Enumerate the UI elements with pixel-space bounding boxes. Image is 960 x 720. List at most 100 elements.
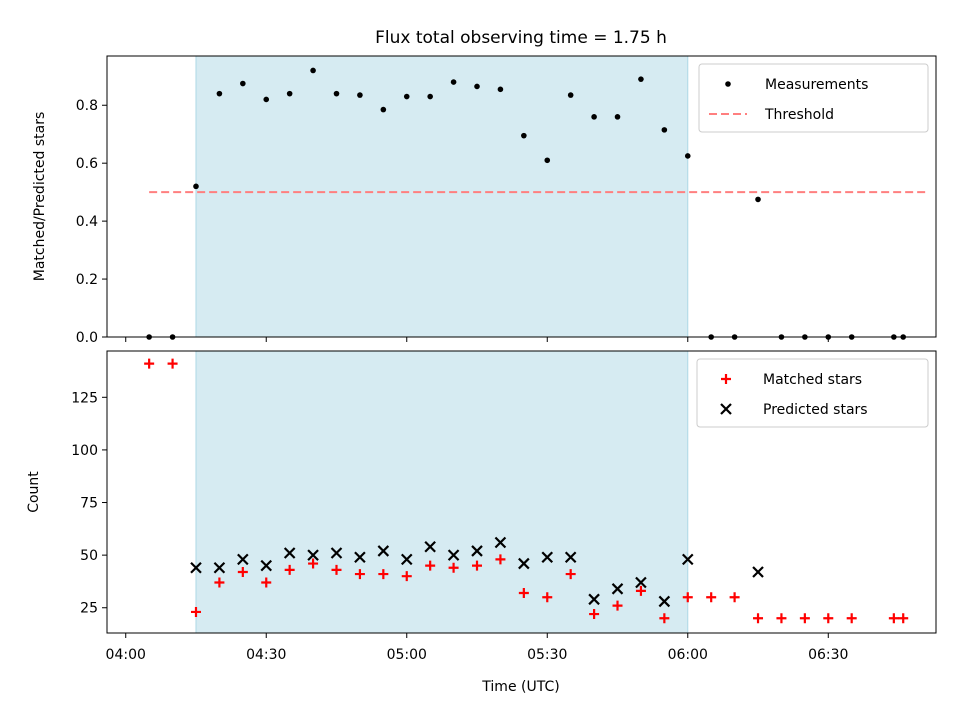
- predicted-star-point: [541, 551, 554, 564]
- measurement-point: [357, 92, 363, 98]
- measurement-point: [638, 76, 644, 82]
- matched-star-point: [565, 569, 576, 580]
- measurement-point: [755, 196, 761, 203]
- matched-star-point: [542, 592, 553, 603]
- y-tick-label: 75: [80, 496, 98, 512]
- predicted-star-point: [377, 545, 390, 557]
- predicted-star-point: [283, 547, 296, 559]
- legend-label: Predicted stars: [763, 402, 868, 418]
- predicted-star-point: [330, 547, 343, 559]
- chart-title: Flux total observing time = 1.75 h: [375, 28, 667, 48]
- x-tick-label: 04:30: [246, 647, 286, 663]
- matched-star-point: [167, 358, 178, 369]
- matched-star-point: [589, 609, 600, 620]
- matched-star-point: [799, 613, 810, 624]
- matched-star-point: [776, 613, 787, 624]
- matched-star-point: [331, 564, 342, 575]
- predicted-star-point: [611, 583, 624, 595]
- measurement-point: [380, 106, 387, 113]
- y-axis-label: Matched/Predicted stars: [32, 112, 48, 282]
- y-tick-label: 125: [71, 390, 98, 406]
- y-tick-label: 0.2: [76, 272, 98, 288]
- matched-star-point: [378, 569, 389, 580]
- measurement-point: [216, 90, 223, 97]
- matched-star-point: [261, 577, 272, 588]
- predicted-star-point: [237, 553, 249, 566]
- matched-star-point: [635, 585, 646, 596]
- measurement-point: [684, 153, 691, 159]
- predicted-star-point: [471, 545, 483, 557]
- matched-star-point: [706, 592, 717, 603]
- legend-box: [698, 63, 929, 133]
- measurement-point: [661, 127, 668, 133]
- measurement-point: [286, 90, 293, 97]
- predicted-star-point: [213, 561, 226, 574]
- matched-star-point: [846, 613, 857, 624]
- matched-star-point: [308, 558, 319, 569]
- series-matched-stars: [144, 358, 909, 624]
- predicted-star-point: [752, 566, 764, 578]
- observing-window-shade: [195, 55, 689, 338]
- y-tick-label: 50: [80, 548, 98, 564]
- axes-frame: [106, 350, 937, 634]
- measurement-point: [193, 183, 199, 190]
- measurement-point: [521, 132, 527, 139]
- legend-dot-swatch: [725, 81, 731, 87]
- predicted-star-point: [307, 549, 319, 561]
- measurement-point: [427, 93, 433, 100]
- matched-star-point: [284, 564, 295, 575]
- matched-star-point: [659, 613, 670, 624]
- x-tick-label: 06:30: [808, 647, 848, 663]
- matched-star-point: [753, 613, 764, 624]
- matched-star-point: [237, 566, 248, 577]
- count-panel: 25 50 75 100 125 04:00 04:30 05:00 05:30 06:00 06:…: [26, 350, 937, 663]
- matched-star-point: [898, 613, 909, 624]
- x-tick-label: 05:00: [387, 647, 427, 663]
- y-tick-label: 25: [80, 601, 98, 617]
- measurement-point: [497, 86, 504, 93]
- predicted-star-point: [424, 540, 436, 553]
- measurement-point: [591, 114, 597, 120]
- matched-star-point: [823, 613, 834, 624]
- measurement-point: [310, 67, 316, 74]
- measurement-point: [614, 114, 621, 120]
- matched-star-point: [425, 560, 436, 571]
- measurement-point: [544, 157, 551, 164]
- measurement-point: [333, 90, 340, 97]
- predicted-star-point: [400, 553, 413, 566]
- legend-box: [696, 358, 929, 428]
- legend-plus-swatch: [721, 374, 731, 384]
- axes-frame: [106, 55, 937, 338]
- predicted-star-point: [494, 536, 507, 549]
- measurement-point: [403, 93, 410, 100]
- matched-star-point: [354, 569, 365, 580]
- measurement-point: [263, 96, 270, 103]
- matched-star-point: [401, 571, 412, 582]
- y-tick-label: 0.8: [76, 98, 98, 114]
- observing-window-shade: [195, 350, 689, 634]
- legend: Matched stars Predicted stars: [696, 358, 929, 428]
- predicted-star-point: [588, 593, 600, 606]
- matched-star-point: [612, 600, 623, 611]
- matched-star-point: [495, 554, 506, 565]
- y-tick-label: 0.6: [76, 156, 98, 172]
- predicted-star-point: [635, 576, 647, 589]
- measurement-point: [450, 79, 457, 85]
- legend-x-swatch: [720, 403, 732, 415]
- series-predicted-stars: [190, 536, 764, 608]
- matched-star-point: [682, 592, 693, 603]
- x-axis-label: Time (UTC): [481, 679, 559, 695]
- matched-star-point: [729, 592, 740, 603]
- predicted-star-point: [658, 595, 671, 608]
- matched-star-point: [472, 560, 483, 571]
- predicted-star-point: [260, 559, 273, 572]
- predicted-star-point: [681, 553, 694, 566]
- legend-label: Matched stars: [763, 372, 862, 388]
- legend-label: Measurements: [765, 77, 868, 93]
- matched-star-point: [190, 606, 201, 617]
- x-tick-label: 05:30: [527, 647, 567, 663]
- predicted-star-point: [190, 561, 202, 574]
- y-axis-label: Count: [26, 471, 42, 513]
- predicted-star-point: [518, 557, 530, 570]
